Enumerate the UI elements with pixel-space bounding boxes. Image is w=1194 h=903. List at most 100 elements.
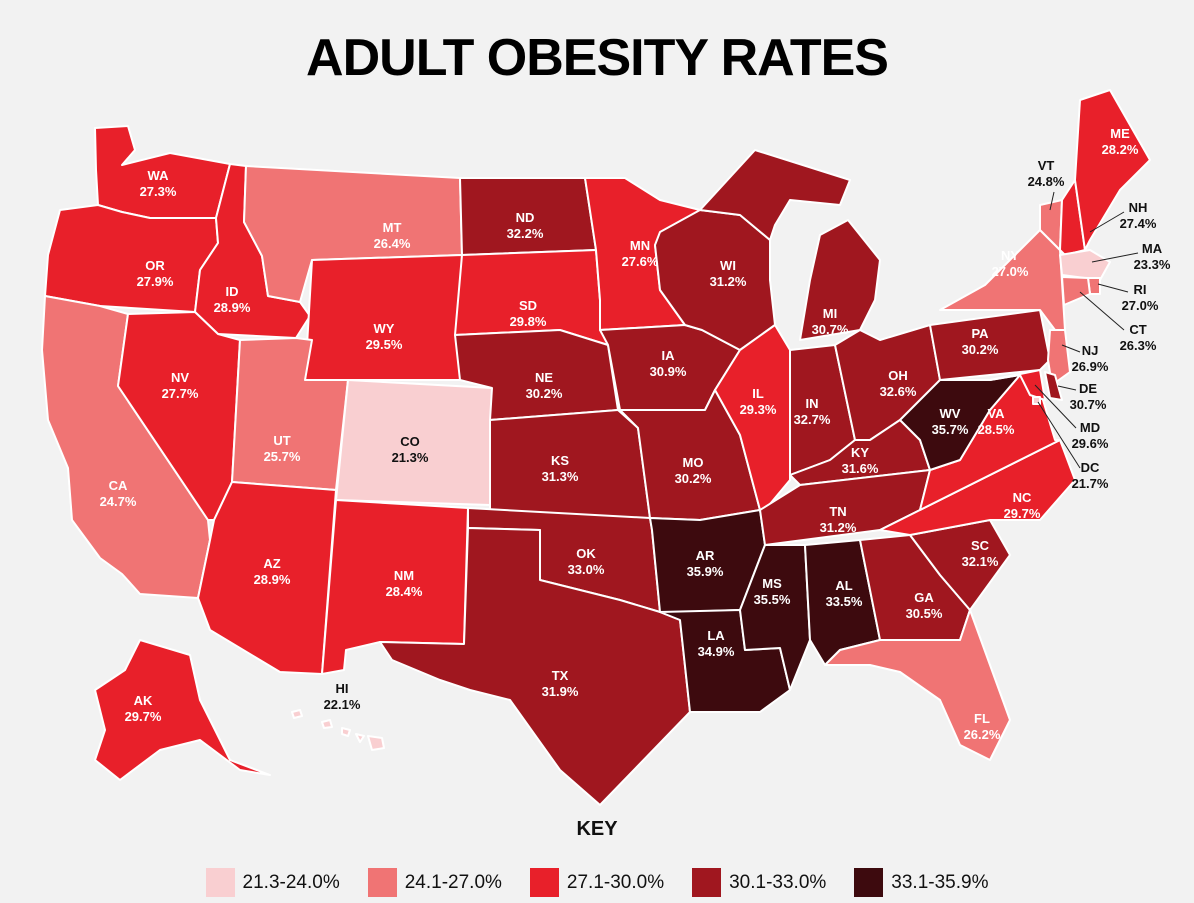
state-rate: 26.4% (374, 236, 411, 251)
state-tx[interactable] (379, 527, 691, 806)
state-abbr: ND (516, 210, 535, 225)
state-abbr: OH (888, 368, 908, 383)
state-rate: 27.3% (140, 184, 177, 199)
state-abbr: FL (974, 711, 990, 726)
leader-line-md (1034, 384, 1077, 429)
state-rate: 27.6% (622, 254, 659, 269)
state-abbr: MT (383, 220, 402, 235)
state-rate: 23.3% (1134, 257, 1171, 272)
state-abbr: MD (1080, 420, 1100, 435)
state-label-nc: NC 29.7% (1004, 490, 1041, 521)
state-rate: 21.7% (1072, 476, 1109, 491)
state-abbr: WV (940, 406, 961, 421)
state-abbr: NC (1013, 490, 1032, 505)
state-label-co: CO 21.3% (392, 434, 429, 465)
state-rate: 35.7% (932, 422, 969, 437)
state-abbr: NJ (1082, 343, 1099, 358)
state-label-nj: NJ 26.9% (1072, 343, 1109, 374)
state-rate: 30.7% (1070, 397, 1107, 412)
state-mi[interactable] (699, 149, 881, 341)
state-label-vt: VT 24.8% (1028, 158, 1065, 189)
us-map: WA 27.3%OR 27.9%CA 24.7%ID 28.9%NV 27.7%MT 26.… (41, 89, 1171, 806)
state-ms[interactable] (739, 544, 811, 691)
state-abbr: MO (683, 455, 704, 470)
state-label-nv: NV 27.7% (162, 370, 199, 401)
state-label-in: IN 32.7% (794, 396, 831, 427)
state-abbr: SD (519, 298, 537, 313)
state-ct[interactable] (1061, 276, 1091, 306)
state-me[interactable] (1074, 89, 1151, 251)
state-abbr: CO (400, 434, 420, 449)
state-rate: 29.3% (740, 402, 777, 417)
state-abbr: SC (971, 538, 990, 553)
state-abbr: MI (823, 306, 837, 321)
state-label-mo: MO 30.2% (675, 455, 712, 486)
state-label-ca: CA 24.7% (100, 478, 137, 509)
state-hi[interactable] (291, 709, 385, 751)
state-rate: 25.7% (264, 449, 301, 464)
state-abbr: ID (226, 284, 239, 299)
state-rate: 31.9% (542, 684, 579, 699)
state-rate: 26.2% (964, 727, 1001, 742)
state-label-la: LA 34.9% (698, 628, 735, 659)
state-abbr: WY (374, 321, 395, 336)
state-label-ia: IA 30.9% (650, 348, 687, 379)
state-rate: 35.9% (687, 564, 724, 579)
state-abbr: MS (762, 576, 782, 591)
state-rate: 26.9% (1072, 359, 1109, 374)
state-label-wa: WA 27.3% (140, 168, 177, 199)
state-rate: 31.6% (842, 461, 879, 476)
state-pa[interactable] (929, 309, 1051, 381)
state-label-az: AZ 28.9% (254, 556, 291, 587)
state-abbr: KS (551, 453, 569, 468)
state-label-oh: OH 32.6% (880, 368, 917, 399)
state-label-ct: CT 26.3% (1120, 322, 1157, 353)
state-ak[interactable] (94, 639, 271, 781)
state-label-mt: MT 26.4% (374, 220, 411, 251)
state-nj[interactable] (1047, 329, 1071, 386)
state-rate: 31.3% (542, 469, 579, 484)
state-label-sd: SD 29.8% (510, 298, 547, 329)
state-label-nd: ND 32.2% (507, 210, 544, 241)
state-abbr: TN (829, 504, 846, 519)
state-abbr: VT (1038, 158, 1055, 173)
state-rate: 24.7% (100, 494, 137, 509)
state-abbr: IN (806, 396, 819, 411)
legend-swatch (854, 868, 884, 897)
state-rate: 30.2% (526, 386, 563, 401)
state-label-md: MD 29.6% (1072, 420, 1109, 451)
state-label-ky: KY 31.6% (842, 445, 879, 476)
state-label-me: ME 28.2% (1102, 126, 1139, 157)
state-de[interactable] (1044, 371, 1063, 401)
state-abbr: CT (1129, 322, 1146, 337)
state-wv[interactable] (899, 374, 1021, 471)
state-label-ny: NY 27.0% (992, 248, 1029, 279)
leader-line-de (1057, 385, 1077, 391)
state-abbr: MN (630, 238, 650, 253)
leader-line-dc (1037, 401, 1081, 469)
state-abbr: AZ (263, 556, 280, 571)
state-abbr: MA (1142, 241, 1163, 256)
state-label-ut: UT 25.7% (264, 433, 301, 464)
state-rate: 35.5% (754, 592, 791, 607)
legend-label: 33.1-35.9% (891, 871, 989, 893)
state-label-nm: NM 28.4% (386, 568, 423, 599)
state-ma[interactable] (1059, 249, 1111, 281)
state-abbr: WI (720, 258, 736, 273)
legend-label: 30.1-33.0% (729, 871, 827, 893)
state-rate: 33.5% (826, 594, 863, 609)
state-abbr: AK (134, 693, 153, 708)
state-label-tn: TN 31.2% (820, 504, 857, 535)
state-or[interactable] (44, 204, 219, 313)
state-label-sc: SC 32.1% (962, 538, 999, 569)
state-fl[interactable] (824, 609, 1011, 761)
state-ks[interactable] (489, 409, 651, 519)
state-label-ma: MA 23.3% (1134, 241, 1171, 272)
state-abbr: PA (971, 326, 989, 341)
state-abbr: NY (1001, 248, 1019, 263)
state-wy[interactable] (304, 254, 463, 381)
state-abbr: CA (109, 478, 128, 493)
state-rate: 30.2% (675, 471, 712, 486)
state-label-ri: RI 27.0% (1122, 282, 1159, 313)
state-abbr: TX (552, 668, 569, 683)
